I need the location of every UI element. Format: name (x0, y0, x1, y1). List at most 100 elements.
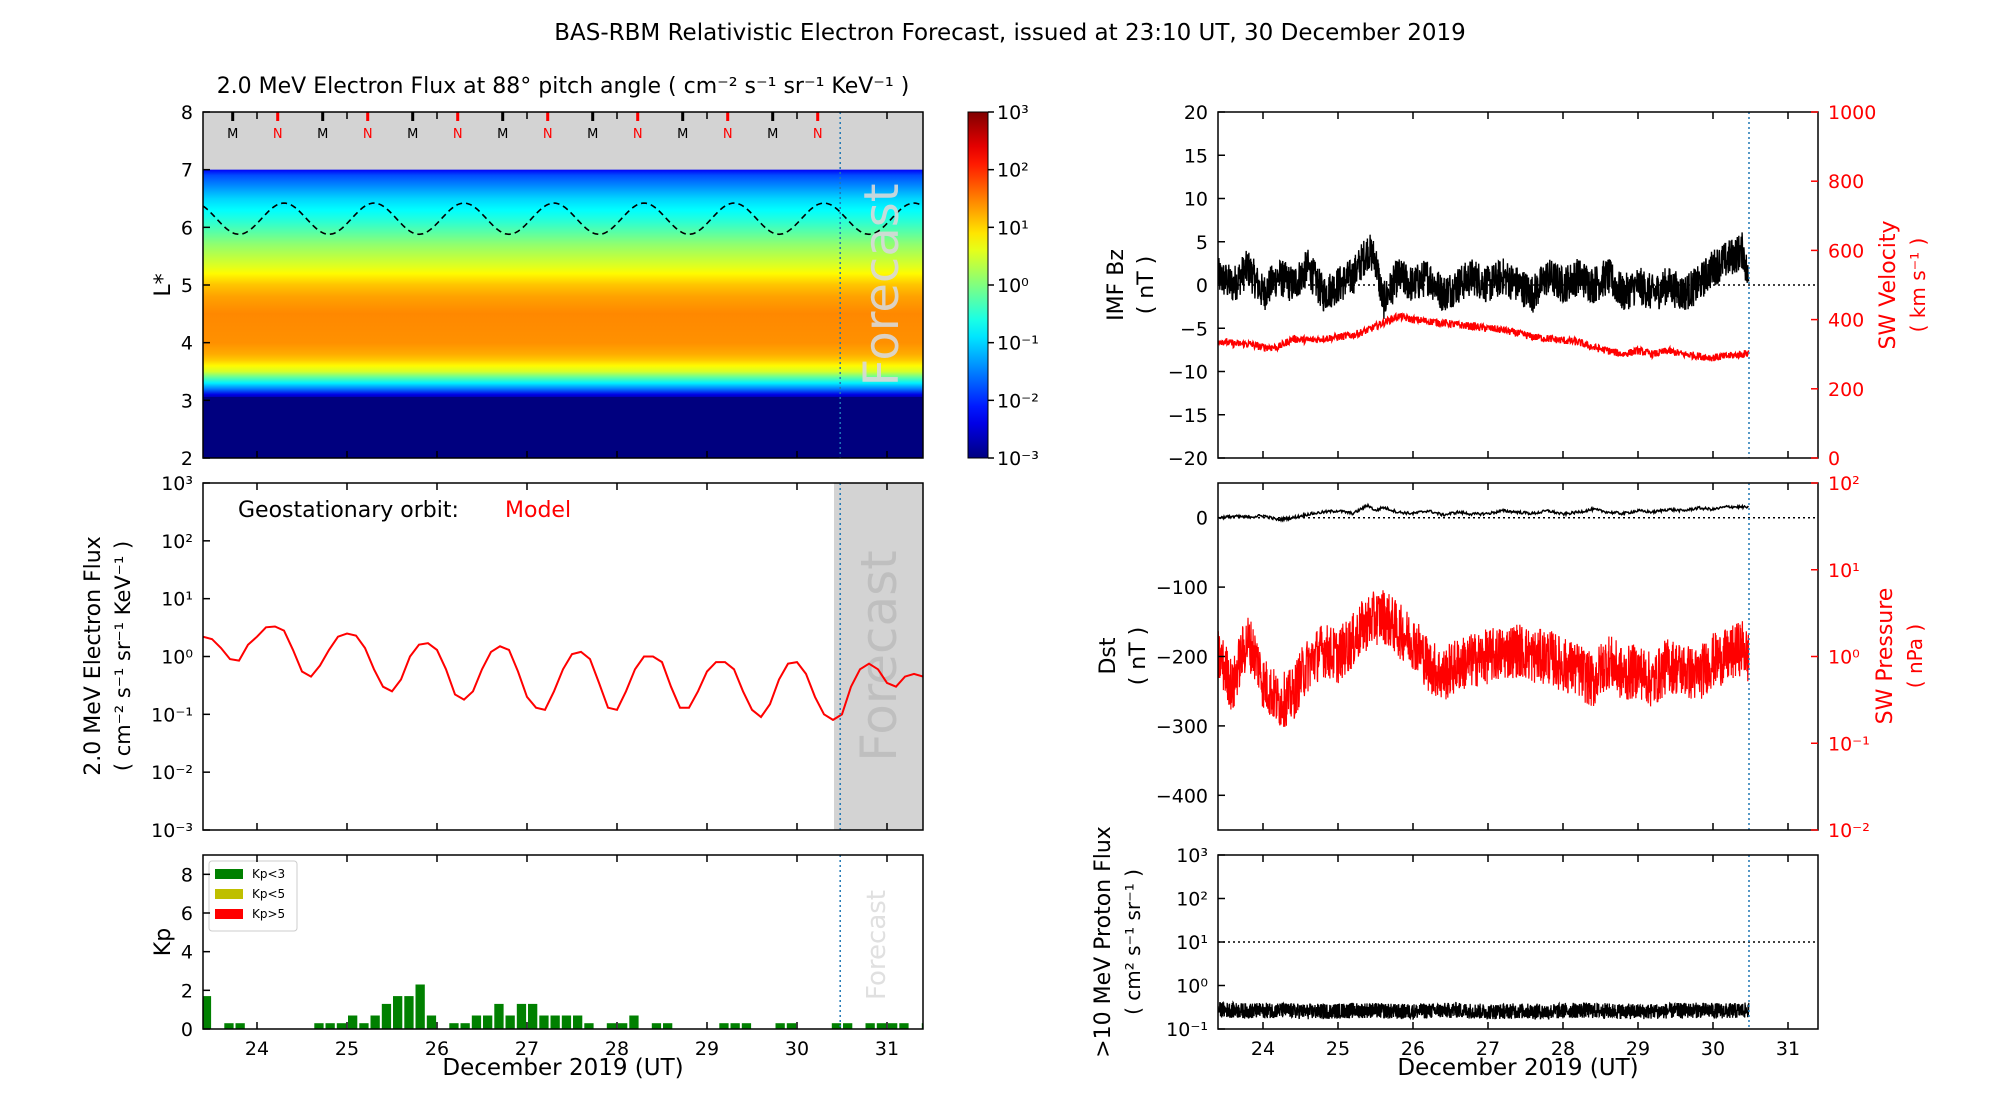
imf-bz-line (1218, 232, 1750, 320)
proton-x-tick-label: 26 (1401, 1038, 1425, 1060)
kp-y-tick-label: 6 (181, 903, 193, 925)
kp-bar (899, 1023, 909, 1029)
sw-pressure-ylabel-line2: ( nPa ) (1903, 624, 1927, 688)
flux-map-panel: 2.0 MeV Electron Flux at 88° pitch angle… (151, 74, 1039, 470)
imf-x-ticks (1262, 112, 1789, 458)
kp-y-tick-label: 0 (181, 1019, 193, 1041)
dst-x-ticks (1262, 483, 1789, 830)
left-xlabel: December 2019 (UT) (442, 1055, 683, 1081)
imf-y-tick-label: 0 (1196, 275, 1208, 297)
kp-bar (629, 1015, 639, 1029)
dst-ylabel-line1: Dst (1096, 637, 1121, 674)
geo-y-tick-label: 10² (161, 531, 193, 553)
mlt-marker-label: M (497, 127, 508, 142)
imf-y-tick-label: 20 (1184, 102, 1208, 124)
kp-bars (203, 855, 923, 1029)
kp-bar (370, 1015, 380, 1029)
kp-bar (876, 1023, 887, 1029)
imf-y-tick-label: −5 (1180, 318, 1208, 340)
sw-pressure-line (1218, 590, 1750, 727)
mlt-marker-label: N (363, 127, 373, 142)
kp-legend-label-2: Kp<5 (252, 887, 285, 901)
imf-lines (1218, 112, 1818, 458)
flux-map-y-tick-label: 2 (181, 448, 193, 470)
kp-bar (359, 1023, 369, 1029)
sw-velocity-line (1218, 311, 1750, 362)
flux-map-y-tick-label: 5 (181, 275, 193, 297)
colorbar-ticks: 10⁻³ 10⁻² 10⁻¹ 10⁰ 10¹ 10² 10³ (988, 102, 1039, 470)
kp-ylabel: Kp (151, 928, 176, 956)
geo-label-model: Model (505, 498, 571, 523)
kp-bar (471, 1015, 482, 1029)
kp-x-tick-label: 26 (425, 1038, 449, 1060)
kp-bar (651, 1023, 662, 1029)
kp-bar (235, 1023, 245, 1029)
kp-bar (831, 1023, 842, 1029)
proton-x-tick-label: 25 (1326, 1038, 1350, 1060)
geo-ylabel-line1: 2.0 MeV Electron Flux (81, 536, 106, 776)
forecast-watermark-mid: Forecast (850, 550, 908, 762)
geo-model-layer (203, 483, 923, 830)
geo-label-prefix: Geostationary orbit: (238, 498, 459, 523)
kp-legend-swatch-1 (215, 869, 243, 879)
imf-y-tick-label: −20 (1168, 448, 1208, 470)
kp-bar (449, 1023, 459, 1029)
colorbar-tick-label: 10⁻³ (997, 448, 1039, 470)
geo-y-tick-label: 10⁻¹ (151, 704, 193, 726)
kp-x-tick-label: 24 (245, 1038, 269, 1060)
proton-x-tick-label: 30 (1701, 1038, 1725, 1060)
dst-lines (1218, 483, 1818, 830)
dst-y-ticks: −400 −300 −200 −100 0 (1156, 508, 1225, 807)
mlt-marker-label: M (227, 127, 238, 142)
sw-pressure-y-tick-label: 10² (1828, 473, 1860, 495)
dst-y-tick-label: −400 (1156, 785, 1208, 807)
kp-bar (325, 1023, 335, 1029)
mlt-marker-label: M (677, 127, 688, 142)
sw-pressure-y-tick-label: 10⁻¹ (1828, 733, 1870, 755)
kp-bar (561, 1015, 572, 1029)
flux-map-y-ticks: 2 3 4 5 6 7 8 (181, 102, 210, 470)
geo-frame (202, 482, 924, 831)
kp-bar (516, 1003, 527, 1029)
proton-x-tick-label: 27 (1476, 1038, 1500, 1060)
kp-bar (888, 1023, 898, 1029)
kp-bar (404, 996, 414, 1029)
sw-velocity-ylabel-line1: SW Velocity (1876, 220, 1901, 349)
proton-panel: >10 MeV Proton Flux ( cm² s⁻¹ sr⁻¹ ) 10⁻… (1091, 826, 1819, 1081)
kp-x-tick-label: 27 (515, 1038, 539, 1060)
kp-bar (573, 1015, 583, 1029)
kp-legend-label-3: Kp>5 (252, 907, 285, 921)
proton-x-tick-label: 28 (1551, 1038, 1575, 1060)
geo-y-tick-label: 10⁻³ (151, 820, 193, 842)
kp-x-tick-label: 25 (335, 1038, 359, 1060)
mlt-marker-label: N (633, 127, 643, 142)
dst-y-tick-label: −100 (1156, 577, 1208, 599)
sw-pressure-ylabel-line1: SW Pressure (1873, 588, 1898, 725)
sw-pressure-y-tick-label: 10⁻² (1828, 820, 1870, 842)
colorbar-tick-label: 10² (997, 160, 1029, 182)
sw-velocity-y-tick-label: 600 (1828, 240, 1864, 262)
kp-bar (314, 1023, 324, 1029)
kp-bar (584, 1023, 594, 1029)
magnetopause-layer (203, 112, 923, 458)
colorbar-tick-label: 10⁻¹ (997, 333, 1039, 355)
imf-y-tick-label: −15 (1168, 405, 1208, 427)
proton-lines (1218, 855, 1818, 1029)
forecast-watermark-top: Forecast (854, 183, 910, 386)
sw-pressure-y-tick-label: 10⁰ (1828, 647, 1860, 669)
geo-y-tick-label: 10⁰ (161, 647, 193, 669)
geo-model-line (203, 625, 923, 722)
flux-map-title: 2.0 MeV Electron Flux at 88° pitch angle… (217, 74, 910, 99)
geo-flux-panel: Forecast Geostationary orbit: Model 2.0 … (81, 473, 924, 842)
dst-y-tick-label: 0 (1196, 508, 1208, 530)
geo-y-tick-label: 10¹ (161, 589, 193, 611)
imf-panel: IMF Bz ( nT ) SW Velocity ( km s⁻¹ ) −20… (1104, 102, 1930, 470)
geo-x-ticks (256, 483, 888, 830)
geo-y-tick-label: 10⁻² (151, 762, 193, 784)
colorbar-tick-label: 10⁰ (997, 275, 1029, 297)
kp-bar (224, 1023, 234, 1029)
proton-ylabel-line1: >10 MeV Proton Flux (1091, 826, 1116, 1058)
